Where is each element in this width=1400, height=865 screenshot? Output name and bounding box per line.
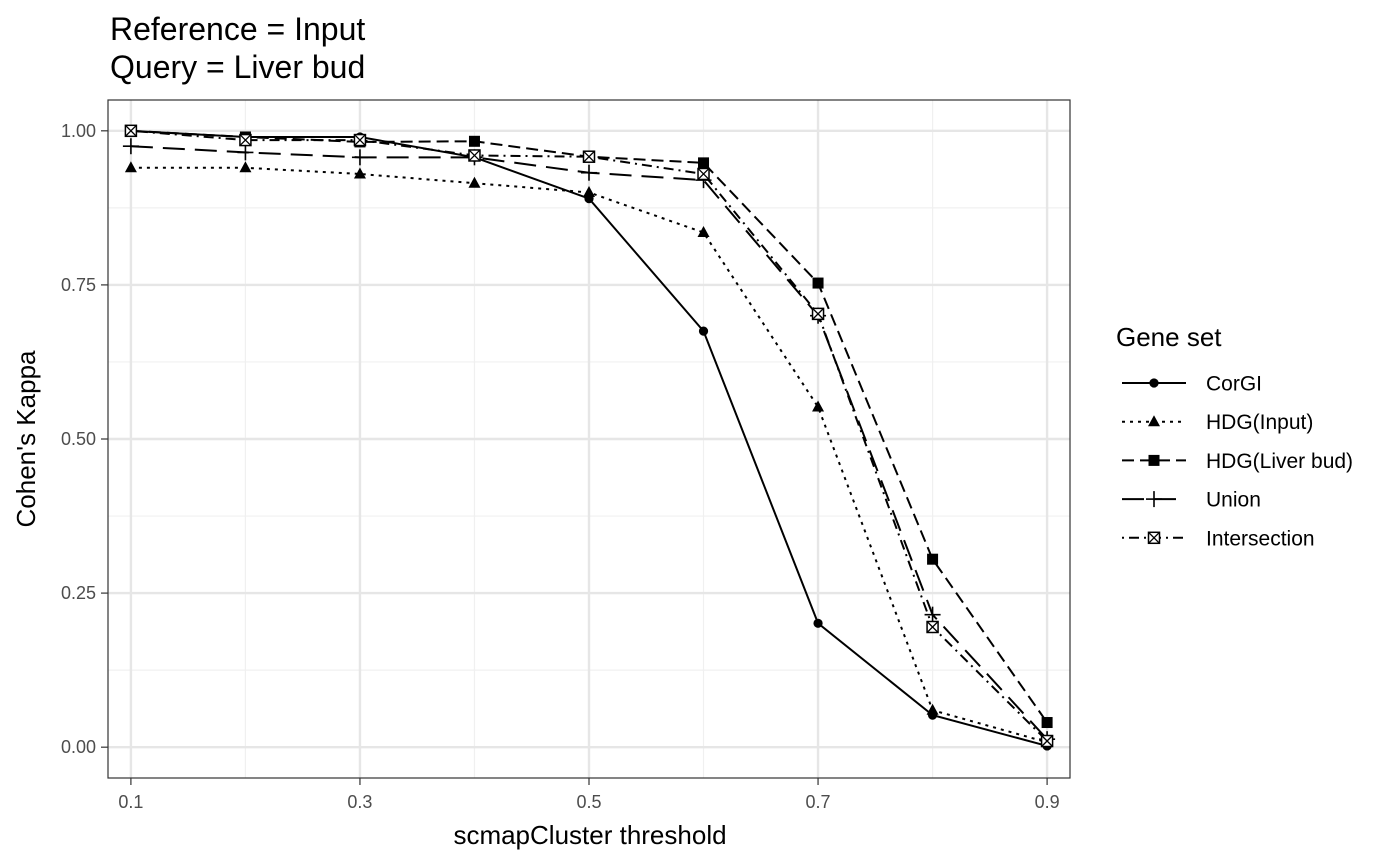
data-point-hdg-input: [812, 400, 825, 412]
data-point-intersection: [811, 307, 825, 321]
data-point-hdg-liver-bud: [927, 553, 939, 565]
legend-key-marker: [1149, 378, 1159, 388]
legend-label: Union: [1206, 489, 1261, 512]
legend-item-union: Union: [1122, 489, 1261, 512]
data-point-hdg-input: [926, 703, 939, 715]
x-tick-label: 0.9: [1035, 792, 1060, 812]
y-axis: 0.00 0.25 0.50 0.75 1.00: [61, 121, 108, 757]
chart-title-line-1: Reference = Input: [110, 11, 365, 47]
x-tick-label: 0.7: [806, 792, 831, 812]
data-point-hdg-liver-bud: [1041, 717, 1053, 729]
data-point-hdg-input: [353, 167, 366, 179]
legend-label: CorGI: [1206, 373, 1262, 396]
data-point-union: [237, 144, 254, 161]
legend-key-marker: [1148, 415, 1160, 427]
data-point-intersection: [926, 620, 939, 634]
y-axis-title: Cohen's Kappa: [11, 350, 41, 528]
data-point-hdg-input: [468, 176, 481, 188]
data-point-union: [924, 606, 941, 623]
data-point-hdg-liver-bud: [698, 157, 710, 169]
x-tick-label: 0.5: [576, 792, 601, 812]
legend-title: Gene set: [1116, 322, 1222, 352]
legend-label: Intersection: [1206, 527, 1315, 550]
legend-item-hdg-input: HDG(Input): [1122, 411, 1313, 434]
legend-item-hdg-liver-bud: HDG(Liver bud): [1122, 450, 1353, 473]
series-line-intersection: [130, 129, 1048, 742]
legend-item-corgi: CorGI: [1122, 373, 1262, 396]
data-point-intersection: [1040, 734, 1054, 748]
x-axis-title: scmapCluster threshold: [453, 820, 726, 850]
data-point-hdg-liver-bud: [468, 135, 480, 147]
x-tick-label: 0.3: [347, 792, 372, 812]
data-point-intersection: [697, 167, 710, 181]
data-point-intersection: [353, 133, 367, 147]
y-tick-label: 1.00: [61, 121, 96, 141]
data-point-union: [581, 164, 597, 181]
legend-key-marker: [1148, 454, 1160, 466]
legend-key-marker: [1146, 491, 1162, 508]
data-point-hdg-liver-bud: [812, 277, 824, 289]
legend-item-intersection: Intersection: [1122, 527, 1315, 550]
x-axis: 0.1 0.3 0.5 0.7 0.9: [118, 778, 1060, 812]
data-point-intersection: [582, 150, 596, 163]
legend-key-marker: [1147, 531, 1161, 545]
y-tick-label: 0.75: [61, 275, 96, 295]
series-hdg-input: [124, 161, 1054, 747]
series-layer: [122, 124, 1056, 751]
data-point-hdg-input: [583, 185, 595, 197]
data-point-union: [351, 149, 368, 166]
y-tick-label: 0.00: [61, 737, 96, 757]
data-point-corgi: [813, 618, 823, 628]
data-point-intersection: [468, 149, 481, 162]
y-tick-label: 0.50: [61, 429, 96, 449]
x-tick-label: 0.1: [118, 792, 143, 812]
data-point-union: [122, 138, 139, 155]
data-point-intersection: [239, 133, 252, 147]
data-point-intersection: [124, 124, 138, 138]
grid: [108, 100, 1070, 778]
series-intersection: [124, 124, 1054, 748]
legend-label: HDG(Liver bud): [1206, 450, 1353, 473]
legend-label: HDG(Input): [1206, 411, 1313, 434]
data-point-hdg-input: [697, 226, 710, 238]
data-point-hdg-input: [124, 161, 137, 173]
data-point-corgi: [698, 326, 709, 336]
data-point-hdg-input: [239, 161, 252, 173]
y-tick-label: 0.25: [61, 583, 96, 603]
series-line-hdg-input: [130, 166, 1048, 744]
legend: Gene set CorGI HDG(Input) HDG(Liver bud) Un…: [1116, 322, 1353, 550]
chart-title-line-2: Query = Liver bud: [110, 49, 365, 85]
